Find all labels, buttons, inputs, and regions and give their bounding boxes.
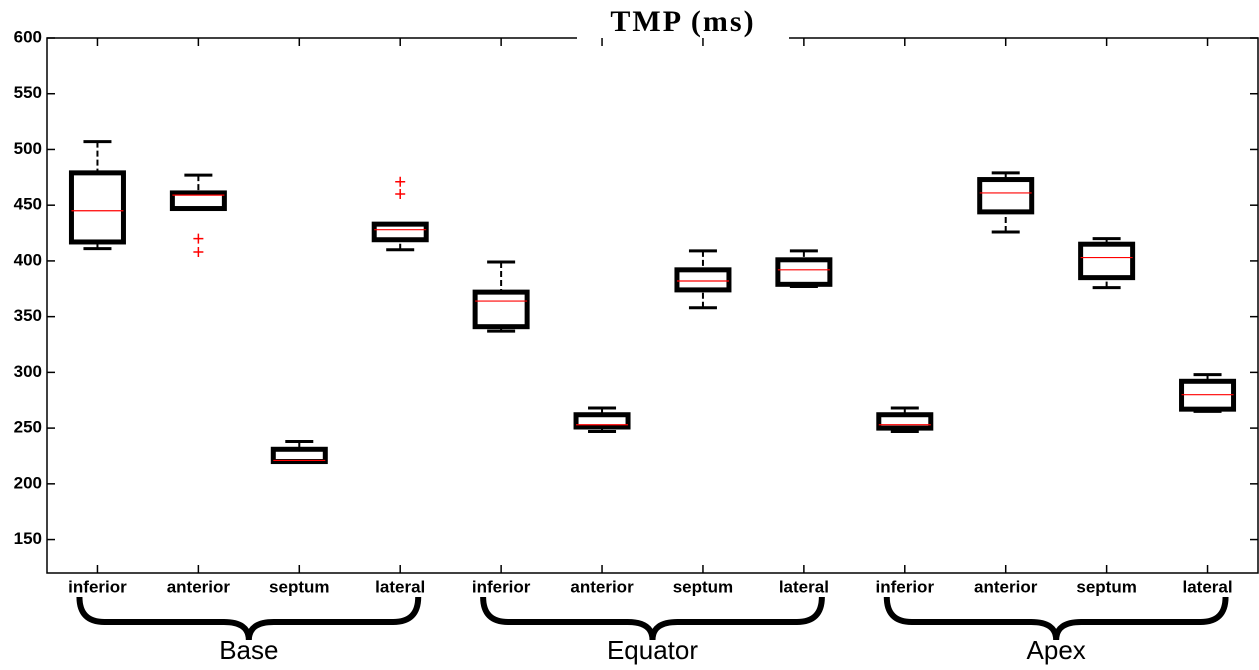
- y-tick-label: 550: [14, 83, 42, 102]
- box: [270, 446, 328, 465]
- x-tick-label: septum: [673, 577, 733, 596]
- box: [573, 412, 631, 430]
- y-tick-label: 200: [14, 473, 42, 492]
- y-tick-label: 450: [14, 195, 42, 214]
- box: [674, 267, 732, 293]
- title-background: [577, 20, 789, 48]
- box: [977, 177, 1035, 215]
- box: [472, 289, 530, 330]
- x-tick-label: anterior: [167, 577, 231, 596]
- chart-title: TMP (ms): [610, 5, 755, 38]
- group-brace: [76, 596, 422, 641]
- x-tick-label: inferior: [68, 577, 127, 596]
- x-tick-label: anterior: [974, 577, 1038, 596]
- box: [68, 170, 126, 245]
- group-label: Apex: [1027, 635, 1086, 665]
- group-label: Equator: [607, 635, 698, 665]
- x-tick-label: inferior: [472, 577, 531, 596]
- y-tick-label: 400: [14, 250, 42, 269]
- outlier: [395, 176, 406, 187]
- box: [876, 412, 934, 431]
- y-tick-label: 350: [14, 306, 42, 325]
- group-brace: [883, 596, 1229, 641]
- box: [169, 190, 227, 212]
- y-tick-label: 600: [14, 27, 42, 46]
- y-tick-label: 250: [14, 418, 42, 437]
- outlier: [395, 189, 406, 200]
- outlier: [193, 233, 204, 244]
- group-brace: [480, 596, 825, 641]
- box: [1078, 241, 1136, 281]
- box: [775, 257, 833, 287]
- group-label: Base: [219, 635, 278, 665]
- x-tick-label: lateral: [1182, 577, 1232, 596]
- outlier: [193, 247, 204, 257]
- x-tick-label: septum: [1076, 577, 1136, 596]
- x-tick-label: anterior: [570, 577, 634, 596]
- y-tick-label: 500: [14, 139, 42, 158]
- plot-frame: [46, 37, 1259, 574]
- y-tick-label: 150: [14, 529, 42, 548]
- x-tick-label: lateral: [375, 577, 425, 596]
- x-tick-label: lateral: [779, 577, 829, 596]
- x-tick-label: septum: [269, 577, 329, 596]
- x-tick-label: inferior: [876, 577, 935, 596]
- y-tick-label: 300: [14, 362, 42, 381]
- box: [371, 221, 429, 243]
